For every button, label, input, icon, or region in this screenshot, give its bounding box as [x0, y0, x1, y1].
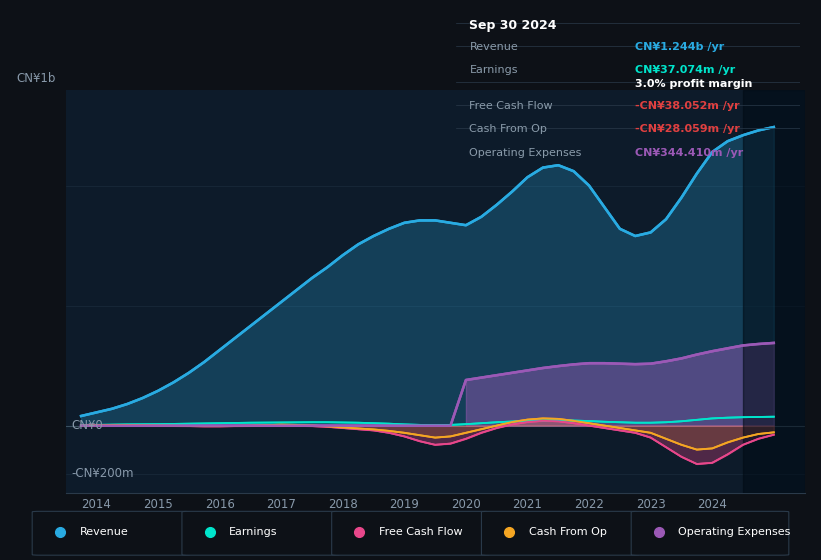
Text: -CN¥38.052m /yr: -CN¥38.052m /yr	[635, 101, 740, 111]
Text: CN¥37.074m /yr: CN¥37.074m /yr	[635, 66, 736, 76]
Text: Operating Expenses: Operating Expenses	[678, 527, 791, 537]
Text: CN¥0: CN¥0	[71, 419, 103, 432]
Text: Cash From Op: Cash From Op	[529, 527, 607, 537]
Text: Cash From Op: Cash From Op	[470, 124, 548, 134]
Text: Revenue: Revenue	[470, 43, 518, 52]
FancyBboxPatch shape	[332, 511, 489, 555]
FancyBboxPatch shape	[631, 511, 789, 555]
FancyBboxPatch shape	[32, 511, 190, 555]
Text: 3.0% profit margin: 3.0% profit margin	[635, 80, 752, 90]
Bar	[743, 90, 805, 493]
Text: Free Cash Flow: Free Cash Flow	[379, 527, 462, 537]
Text: Sep 30 2024: Sep 30 2024	[470, 19, 557, 32]
Text: Earnings: Earnings	[470, 66, 518, 76]
Text: -CN¥200m: -CN¥200m	[71, 467, 135, 480]
Text: CN¥1b: CN¥1b	[16, 72, 56, 85]
Text: -CN¥28.059m /yr: -CN¥28.059m /yr	[635, 124, 740, 134]
Text: CN¥344.410m /yr: CN¥344.410m /yr	[635, 148, 743, 157]
Text: Free Cash Flow: Free Cash Flow	[470, 101, 553, 111]
Text: Revenue: Revenue	[80, 527, 128, 537]
Text: Earnings: Earnings	[229, 527, 277, 537]
FancyBboxPatch shape	[182, 511, 340, 555]
FancyBboxPatch shape	[481, 511, 639, 555]
Text: CN¥1.244b /yr: CN¥1.244b /yr	[635, 43, 724, 52]
Text: Operating Expenses: Operating Expenses	[470, 148, 582, 157]
